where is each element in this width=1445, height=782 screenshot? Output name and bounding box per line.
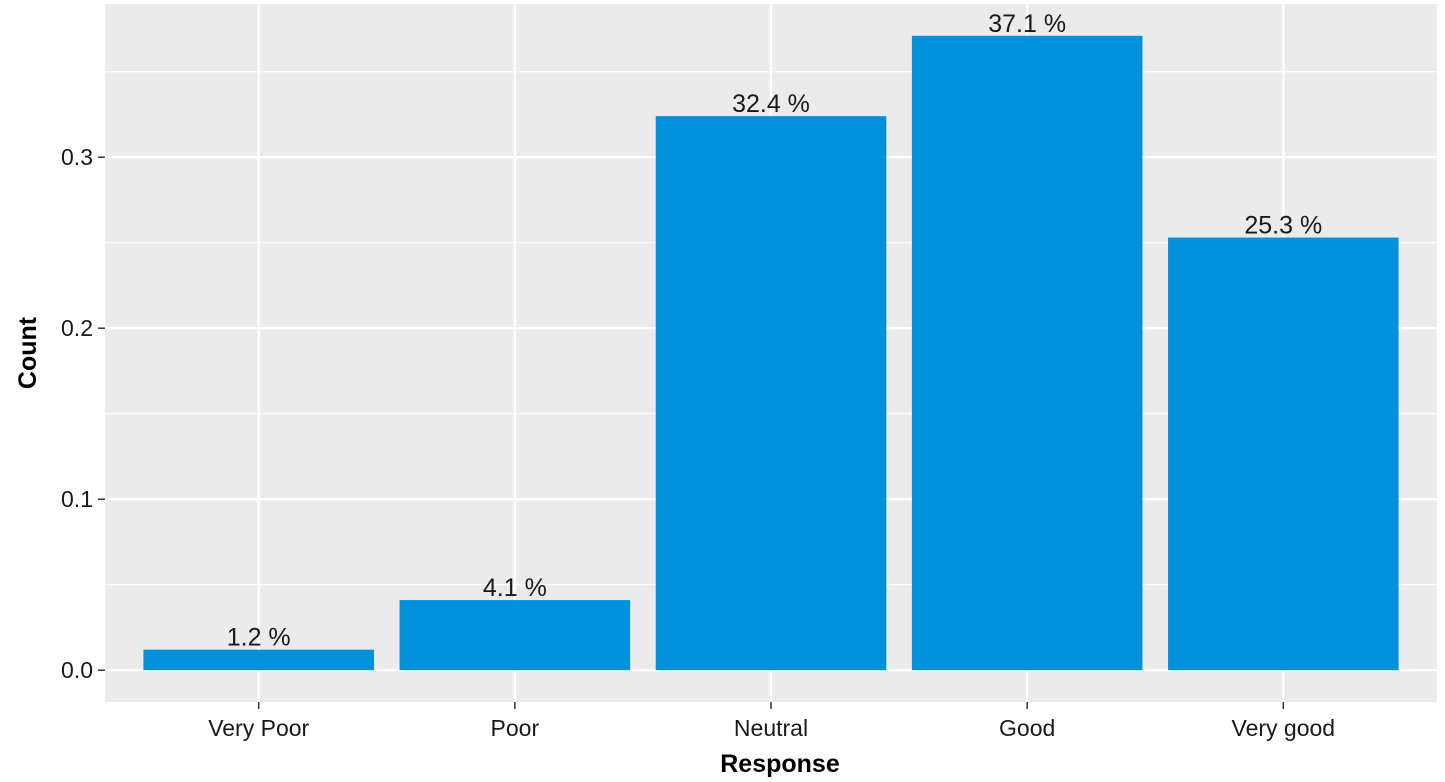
bar-value-label: 32.4 % (732, 90, 810, 118)
bar-value-labels: 1.2 % 4.1 % 32.4 % 37.1 % 25.3 % (227, 10, 1323, 652)
x-tick-label: Poor (491, 715, 540, 741)
y-tick-label: 0.1 (61, 486, 93, 512)
y-tick-label: 0.0 (61, 657, 93, 683)
x-tick-label: Neutral (734, 715, 808, 741)
bar-value-label: 37.1 % (988, 10, 1066, 38)
x-tick-label: Very Poor (208, 715, 309, 741)
x-axis-title: Response (720, 750, 840, 778)
bar-value-label: 1.2 % (227, 624, 291, 652)
bar-value-label: 4.1 % (483, 574, 547, 602)
x-axis: Very Poor Poor Neutral Good Very good (208, 702, 1335, 741)
bar (399, 600, 631, 671)
y-axis-title: Count (14, 316, 42, 389)
y-tick-label: 0.2 (61, 315, 93, 341)
x-tick-label: Good (999, 715, 1055, 741)
y-axis: 0.0 0.1 0.2 0.3 (61, 144, 105, 683)
bar (1168, 237, 1399, 671)
bar (655, 116, 887, 671)
x-tick-label: Very good (1232, 715, 1336, 741)
bars (143, 35, 1399, 671)
bar-value-label: 25.3 % (1244, 212, 1322, 240)
bar (911, 35, 1143, 671)
y-tick-label: 0.3 (61, 144, 93, 170)
bar (143, 649, 374, 671)
